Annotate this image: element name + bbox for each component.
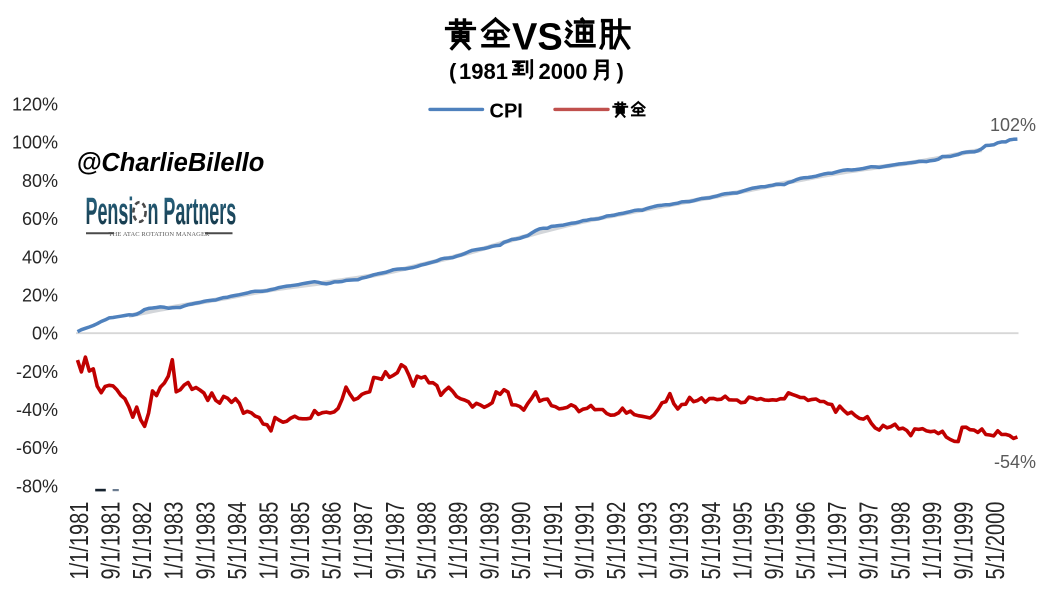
- svg-text:9/1/1983: 9/1/1983: [191, 502, 220, 580]
- svg-text:1/1/1995: 1/1/1995: [728, 502, 757, 580]
- svg-text:1/1/1997: 1/1/1997: [823, 502, 852, 580]
- svg-text:1/1/1989: 1/1/1989: [444, 502, 473, 580]
- svg-text:9/1/1985: 9/1/1985: [286, 502, 315, 580]
- svg-text:9/1/1989: 9/1/1989: [475, 502, 504, 580]
- svg-text:1/1/1991: 1/1/1991: [538, 502, 567, 580]
- svg-text:80%: 80%: [22, 171, 58, 191]
- svg-text:-60%: -60%: [16, 438, 58, 458]
- svg-text:9/1/1999: 9/1/1999: [949, 502, 978, 580]
- svg-text:THE ATAC ROTATION MANAGER: THE ATAC ROTATION MANAGER: [109, 231, 211, 238]
- svg-text:-54%: -54%: [994, 452, 1036, 472]
- svg-text:5/1/1996: 5/1/1996: [791, 502, 820, 580]
- svg-text:(: (: [449, 59, 457, 84]
- svg-text:9/1/1987: 9/1/1987: [380, 502, 409, 580]
- svg-text:5/1/1994: 5/1/1994: [696, 501, 725, 579]
- svg-text:100%: 100%: [12, 133, 58, 153]
- svg-text:1/1/1999: 1/1/1999: [917, 502, 946, 580]
- svg-text:1/1/1993: 1/1/1993: [633, 502, 662, 580]
- svg-text:120%: 120%: [12, 95, 58, 115]
- svg-text:-40%: -40%: [16, 400, 58, 420]
- svg-text:5/1/1992: 5/1/1992: [602, 502, 631, 580]
- svg-text:9/1/1991: 9/1/1991: [570, 502, 599, 580]
- svg-text:9/1/1997: 9/1/1997: [854, 502, 883, 580]
- svg-text:20%: 20%: [22, 285, 58, 305]
- svg-text:5/1/1984: 5/1/1984: [222, 501, 251, 579]
- svg-text:1/1/1985: 1/1/1985: [254, 502, 283, 580]
- svg-text:5/1/2000: 5/1/2000: [981, 502, 1010, 580]
- svg-text:5/1/1982: 5/1/1982: [128, 502, 157, 580]
- svg-text:@CharlieBilello: @CharlieBilello: [77, 149, 265, 177]
- svg-text:2000: 2000: [539, 59, 588, 84]
- svg-text:1/1/1983: 1/1/1983: [159, 502, 188, 580]
- svg-text:60%: 60%: [22, 209, 58, 229]
- svg-text:n Partners: n Partners: [148, 191, 237, 233]
- svg-text:40%: 40%: [22, 247, 58, 267]
- svg-text:VS: VS: [512, 17, 563, 59]
- svg-text:CPI: CPI: [490, 101, 523, 123]
- svg-text:Pensi: Pensi: [86, 191, 134, 233]
- svg-text:9/1/1981: 9/1/1981: [96, 502, 125, 580]
- svg-text:9/1/1995: 9/1/1995: [760, 502, 789, 580]
- svg-text:0%: 0%: [32, 324, 58, 344]
- svg-text:5/1/1986: 5/1/1986: [317, 502, 346, 580]
- svg-text:102%: 102%: [990, 115, 1036, 135]
- svg-text:-80%: -80%: [16, 476, 58, 496]
- svg-text:1/1/1981: 1/1/1981: [64, 502, 93, 580]
- svg-text:5/1/1990: 5/1/1990: [507, 502, 536, 580]
- svg-text:1/1/1987: 1/1/1987: [349, 502, 378, 580]
- svg-text:5/1/1998: 5/1/1998: [886, 502, 915, 580]
- svg-text:): ): [617, 59, 624, 84]
- svg-text:9/1/1993: 9/1/1993: [665, 502, 694, 580]
- svg-text:5/1/1988: 5/1/1988: [412, 502, 441, 580]
- svg-text:1981: 1981: [459, 59, 508, 84]
- svg-text:-20%: -20%: [16, 362, 58, 382]
